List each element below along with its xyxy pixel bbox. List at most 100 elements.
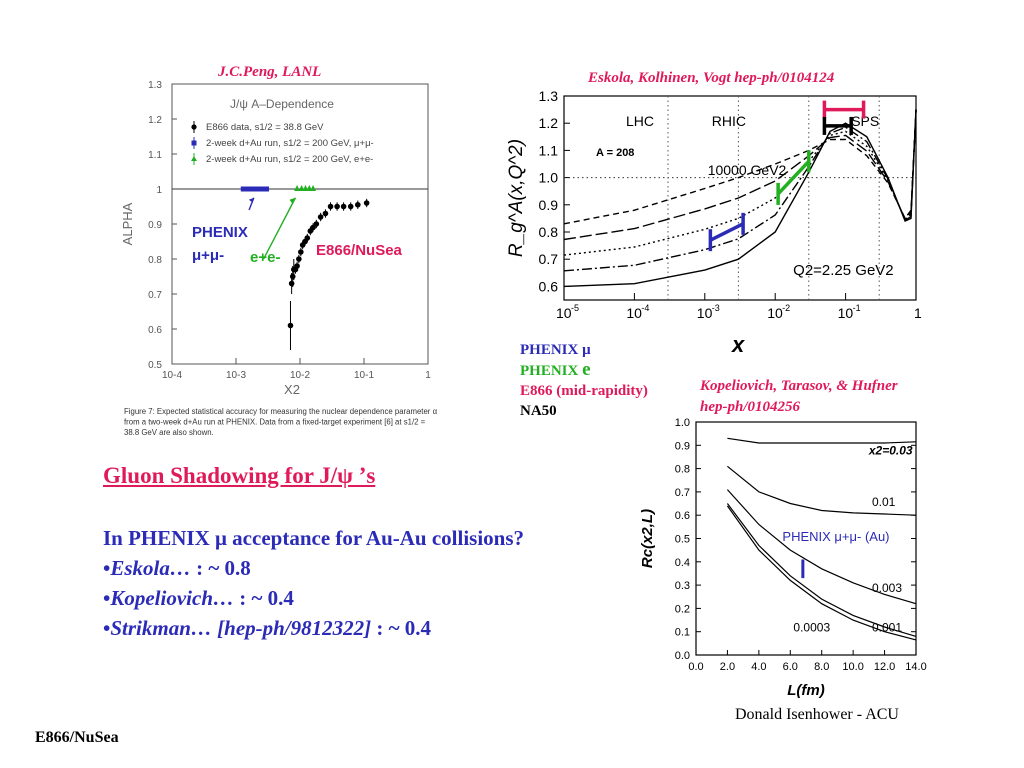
x-tick-exponent: -1	[853, 303, 861, 313]
plot-frame	[563, 95, 917, 301]
y-tick-label: 1.3	[539, 88, 559, 104]
y-tick-label: 0.4	[675, 557, 690, 569]
x-tick-label: 2.0	[720, 661, 735, 673]
phenix-mumu-point	[248, 186, 254, 192]
y-tick-label: 1	[156, 185, 162, 196]
y-tick-label: 0.2	[675, 603, 690, 615]
x-tick-label: 10.0	[842, 661, 863, 673]
curve-0003	[726, 489, 917, 605]
e866-point	[304, 235, 311, 241]
x-tick-label: 1	[425, 370, 431, 381]
y-tick-label: 0.5	[675, 534, 690, 546]
legend-e866: E866 (mid-rapidity)	[520, 383, 648, 399]
curve-q2-mid	[563, 109, 917, 241]
phenix-mumu-point	[251, 186, 257, 192]
y-tick-label: 0.7	[148, 290, 162, 301]
annot-a208: A = 208	[596, 147, 634, 159]
credit-kopeliovich: Kopeliovich, Tarasov, & Hufner hep-ph/01…	[700, 378, 898, 415]
e866-point	[327, 203, 334, 210]
phenix-mumu-point	[257, 186, 263, 192]
y-tick-label: 1.0	[675, 417, 690, 429]
e866-point	[296, 256, 302, 262]
region-label-sps: SPS	[851, 113, 879, 129]
curve-q2-high	[563, 109, 917, 225]
y-tick-label: 0.8	[539, 224, 559, 240]
x-tick-label: 8.0	[814, 661, 829, 673]
figure-caption-line: from a two-week d+Au run at PHENIX. Data…	[124, 418, 426, 427]
phenix-mumu-point	[261, 186, 267, 192]
e866-point	[288, 280, 295, 287]
x-tick-exponent: -4	[641, 303, 649, 313]
annot-mumu: μ+μ-	[192, 247, 224, 264]
footer-experiment: E866/NuSea	[35, 729, 119, 746]
phenix-mu-bar	[709, 222, 744, 242]
x-tick-label: 1	[914, 305, 922, 321]
x-tick-label: 0.0	[688, 661, 703, 673]
x-axis-label: L(fm)	[787, 682, 825, 699]
x-tick-label: 10	[767, 305, 783, 321]
y-tick-label: 0.6	[148, 325, 162, 336]
x-tick-label: 10	[838, 305, 854, 321]
y-tick-label: 0.5	[148, 360, 162, 371]
y-tick-label: 0.0	[675, 650, 690, 662]
e866-point	[310, 224, 316, 231]
x-axis-label: X2	[284, 382, 300, 397]
y-axis-label: R_g^A(x,Q^2)	[506, 139, 527, 257]
e866-point	[287, 322, 294, 329]
y-tick-label: 1.1	[539, 142, 559, 158]
legend-phenix-mu: PHENIX μ	[520, 342, 591, 358]
x-tick-label: 4.0	[751, 661, 766, 673]
figure-caption-line: 38.8 GeV are also shown.	[124, 428, 214, 437]
y-tick-label: 0.9	[675, 440, 690, 452]
phenix-ee-arrow	[262, 197, 297, 260]
phenix-mumu-point	[240, 186, 246, 192]
y-tick-label: 0.8	[675, 464, 690, 476]
phenix-mumu-point	[244, 186, 250, 192]
kopeliovich-chart: 0.0 0.1 0.2 0.3 0.4 0.5 0.6 0.7 0.8 0.9 1.0 0.0 2.0 4…	[639, 417, 927, 699]
e866-point	[322, 210, 329, 217]
legend-entry: 2-week d+Au run, s1/2 = 200 GeV, e+e-	[206, 154, 373, 165]
y-tick-label: 0.8	[148, 255, 162, 266]
x-tick-label: 10	[556, 305, 572, 321]
x-tick-label: 10	[697, 305, 713, 321]
curve-00003	[726, 505, 917, 641]
x-tick-exponent: -5	[571, 303, 579, 313]
legend-entry: 2-week d+Au run, s1/2 = 200 GeV, μ+μ-	[206, 138, 374, 149]
legend-entry: E866 data, s1/2 = 38.8 GeV	[206, 122, 324, 133]
curve-001	[727, 465, 917, 516]
x-tick-label: 14.0	[905, 661, 926, 673]
y-tick-label: 0.1	[675, 627, 690, 639]
e866-point	[340, 203, 347, 210]
label-001: 0.01	[872, 495, 896, 509]
curve-0001	[726, 503, 917, 637]
phenix-mumu-point	[264, 186, 270, 192]
phenix-ee-point	[310, 185, 317, 191]
y-tick-label: 1.2	[539, 115, 559, 131]
x-tick-label: 6.0	[783, 661, 798, 673]
bullet-kopeliovich: •Kopeliovich… : ~ 0.4	[103, 586, 294, 610]
eskola-chart: 0.60.70.80.91.01.11.21.310 -5 10 -4 10 -3 10 -2…	[506, 88, 922, 357]
e866-point	[313, 221, 320, 227]
y-tick-label: 1.2	[148, 115, 162, 126]
alpha-chart: 0.5 0.6 0.7 0.8 0.9 1 1.1 1.2 1.3 10-4 10-3 10-2 10-…	[120, 80, 438, 437]
bullet-strikman: •Strikman… [hep-ph/9812322] : ~ 0.4	[103, 616, 432, 640]
y-axis-label: ALPHA	[120, 202, 135, 245]
annot-q-high: 10000 GeV2	[708, 162, 787, 178]
y-tick-label: 1.0	[539, 170, 559, 186]
curve-q2-mid	[563, 109, 917, 272]
y-tick-label: 1.1	[148, 150, 162, 161]
credit-eskola: Eskola, Kolhinen, Vogt hep-ph/0104124	[588, 70, 835, 86]
footer-author: Donald Isenhower - ACU	[735, 706, 899, 723]
legend-phenix-e: PHENIX e	[520, 359, 591, 380]
x-tick-label: 10-1	[354, 370, 374, 381]
x-tick-label: 10-4	[162, 370, 182, 381]
e866-point	[354, 201, 361, 208]
e866-point	[298, 249, 304, 255]
e866-point	[347, 203, 354, 210]
y-tick-label: 0.9	[539, 197, 559, 213]
y-tick-label: 1.3	[148, 80, 162, 91]
x-tick-exponent: -3	[712, 303, 720, 313]
curve-x2003	[727, 437, 917, 444]
phenix-ee-point	[294, 185, 301, 191]
legend-na50: NA50	[520, 403, 557, 419]
